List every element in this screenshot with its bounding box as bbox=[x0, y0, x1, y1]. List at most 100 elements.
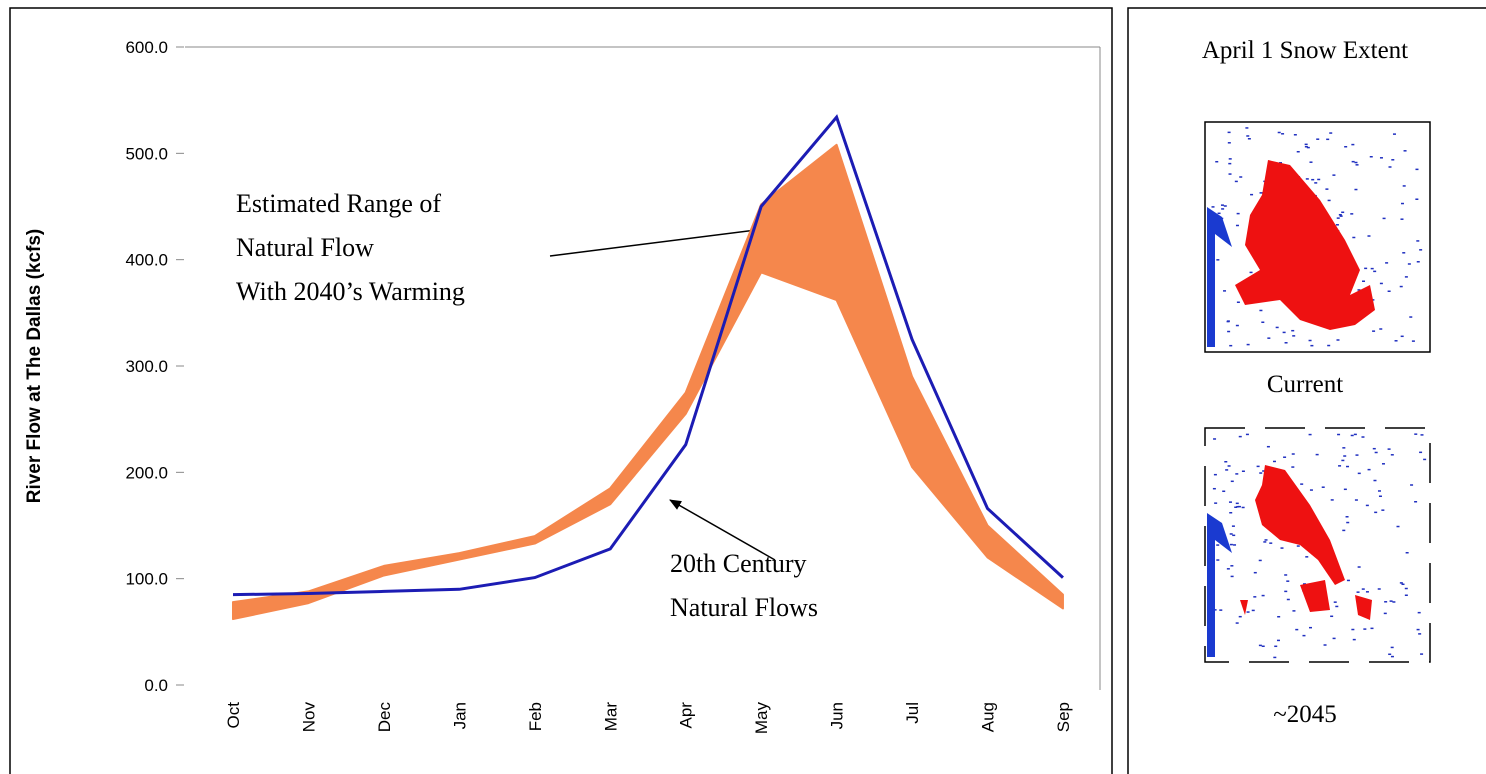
river-dot bbox=[1265, 539, 1268, 541]
river-dot bbox=[1236, 225, 1239, 227]
river-dot bbox=[1267, 446, 1270, 448]
river-dot bbox=[1222, 491, 1225, 493]
river-dot bbox=[1352, 237, 1355, 239]
river-dot bbox=[1370, 628, 1373, 630]
y-tick-label: 300.0 bbox=[125, 357, 168, 376]
river-dot bbox=[1214, 502, 1217, 504]
river-dot bbox=[1213, 488, 1216, 490]
river-dot bbox=[1417, 629, 1420, 631]
river-dot bbox=[1221, 204, 1224, 206]
river-dot bbox=[1393, 133, 1396, 135]
river-dot bbox=[1214, 474, 1217, 476]
river-dot bbox=[1246, 135, 1249, 137]
river-dot bbox=[1277, 616, 1280, 618]
river-dot bbox=[1391, 647, 1394, 649]
river-dot bbox=[1295, 629, 1298, 631]
river-dot bbox=[1415, 198, 1418, 200]
river-dot bbox=[1350, 213, 1353, 215]
river-dot bbox=[1329, 132, 1332, 134]
river-dot bbox=[1228, 142, 1231, 144]
river-dot bbox=[1322, 486, 1325, 488]
y-tick-label: 200.0 bbox=[125, 463, 168, 482]
river-dot bbox=[1273, 657, 1276, 659]
river-dot bbox=[1259, 560, 1262, 562]
river-dot bbox=[1366, 505, 1369, 507]
river-dot bbox=[1223, 290, 1226, 292]
river-dot bbox=[1216, 544, 1219, 546]
river-dot bbox=[1354, 162, 1357, 164]
river-dot bbox=[1281, 133, 1284, 135]
river-dot bbox=[1219, 609, 1222, 611]
river-dot bbox=[1235, 181, 1238, 183]
x-tick-label: Nov bbox=[299, 702, 318, 733]
river-dot bbox=[1346, 516, 1349, 518]
river-dot bbox=[1391, 454, 1394, 456]
river-dot bbox=[1331, 499, 1334, 501]
river-dot bbox=[1404, 150, 1407, 152]
y-tick-label: 0.0 bbox=[144, 676, 168, 695]
river-dot bbox=[1232, 535, 1235, 537]
river-dot bbox=[1361, 436, 1364, 438]
x-tick-label: Jun bbox=[828, 702, 847, 729]
river-dot bbox=[1305, 146, 1308, 148]
river-dot bbox=[1252, 610, 1255, 612]
river-dot bbox=[1314, 182, 1317, 184]
river-dot bbox=[1418, 612, 1421, 614]
x-tick-label: Apr bbox=[677, 702, 696, 729]
river-dot bbox=[1236, 622, 1239, 624]
y-axis-label: River Flow at The Dallas (kcfs) bbox=[24, 229, 45, 504]
river-dot bbox=[1285, 342, 1288, 344]
page: {"chart_data": {"type": "line", "y_label… bbox=[0, 0, 1486, 774]
river-dot bbox=[1402, 252, 1405, 254]
river-dot bbox=[1316, 454, 1319, 456]
river-dot bbox=[1357, 591, 1360, 593]
river-dot bbox=[1302, 635, 1305, 637]
panel-title: April 1 Snow Extent bbox=[1202, 37, 1408, 64]
river-dot bbox=[1230, 533, 1233, 535]
river-dot bbox=[1229, 173, 1232, 175]
river-dot bbox=[1328, 200, 1331, 202]
river-dot bbox=[1262, 595, 1265, 597]
river-dot bbox=[1381, 509, 1384, 511]
river-dot bbox=[1231, 481, 1234, 483]
river-dot bbox=[1405, 276, 1408, 278]
river-dot bbox=[1259, 472, 1262, 474]
river-dot bbox=[1248, 138, 1251, 140]
river-dot bbox=[1250, 194, 1253, 196]
river-dot bbox=[1291, 330, 1294, 332]
river-dot bbox=[1221, 208, 1224, 210]
river-dot bbox=[1297, 545, 1300, 547]
river-dot bbox=[1294, 134, 1297, 136]
river-dot bbox=[1380, 157, 1383, 159]
x-tick-label: Jul bbox=[903, 702, 922, 724]
river-dot bbox=[1400, 286, 1403, 288]
river-dot bbox=[1238, 506, 1241, 508]
river-dot bbox=[1317, 179, 1320, 181]
river-dot bbox=[1336, 224, 1339, 226]
river-dot bbox=[1310, 489, 1313, 491]
river-dot bbox=[1229, 158, 1232, 160]
river-dot bbox=[1419, 249, 1422, 251]
river-dot bbox=[1388, 166, 1391, 168]
river-dot bbox=[1373, 480, 1376, 482]
y-tick-label: 500.0 bbox=[125, 144, 168, 163]
river-dot bbox=[1391, 159, 1394, 161]
river-dot bbox=[1362, 280, 1365, 282]
river-dot bbox=[1310, 345, 1313, 347]
river-dot bbox=[1283, 332, 1286, 334]
river-dot bbox=[1405, 595, 1408, 597]
river-dot bbox=[1269, 542, 1272, 544]
x-tick-label: Sep bbox=[1054, 702, 1073, 732]
river-dot bbox=[1253, 596, 1256, 598]
river-dot bbox=[1375, 452, 1378, 454]
river-dot bbox=[1403, 185, 1406, 187]
river-dot bbox=[1351, 629, 1354, 631]
river-dot bbox=[1332, 174, 1335, 176]
river-dot bbox=[1261, 322, 1264, 324]
river-dot bbox=[1390, 600, 1393, 602]
river-dot bbox=[1351, 144, 1354, 146]
river-dot bbox=[1259, 310, 1262, 312]
x-tick-label: Aug bbox=[979, 702, 998, 732]
y-tick-label: 100.0 bbox=[125, 570, 168, 589]
river-dot bbox=[1336, 339, 1339, 341]
